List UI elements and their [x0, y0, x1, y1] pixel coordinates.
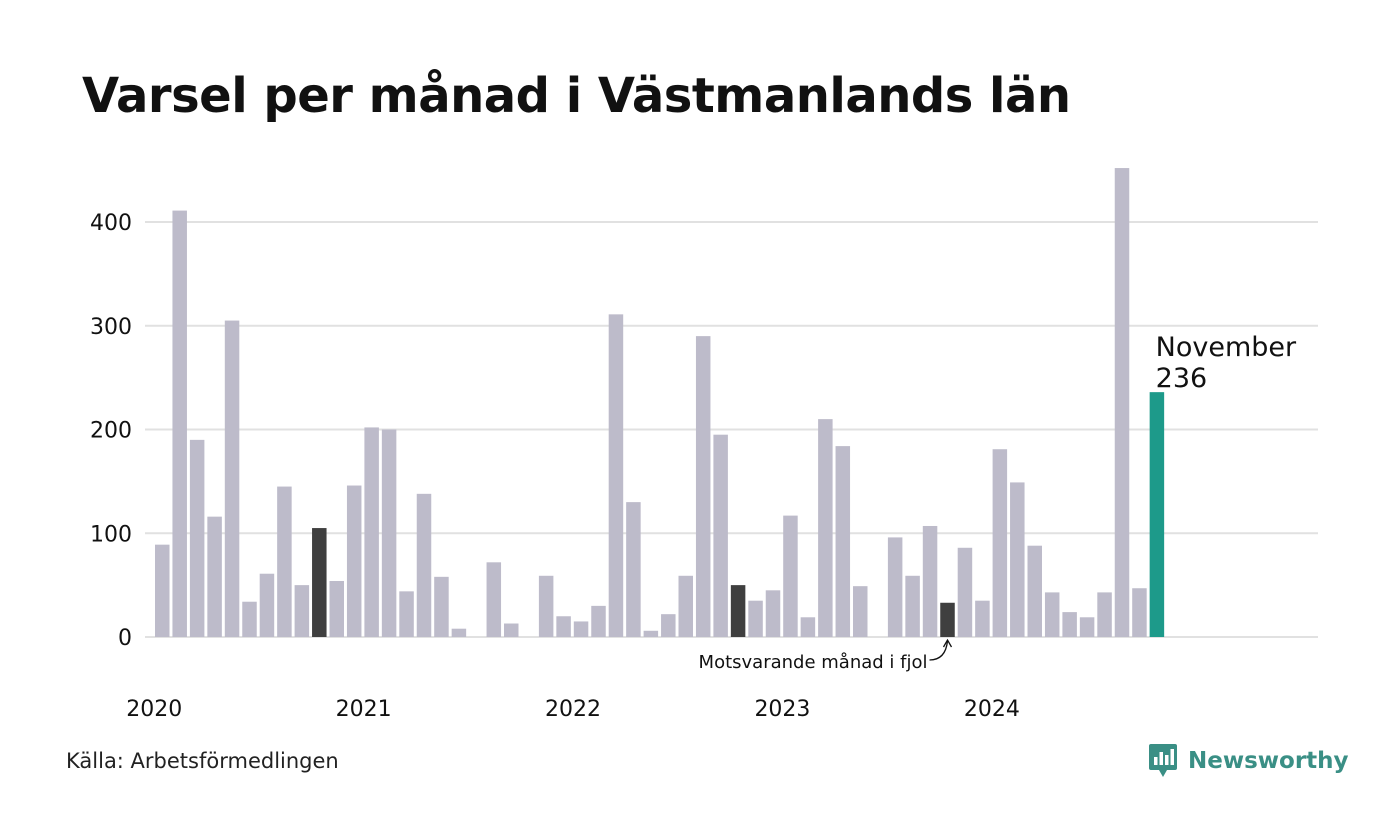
bars [155, 168, 1165, 638]
bar [486, 562, 502, 637]
chart-title: Varsel per månad i Västmanlands län [82, 68, 1071, 124]
bar [573, 621, 589, 637]
bar-previous-year [940, 602, 955, 637]
bar [887, 537, 903, 637]
x-tick-label: 2023 [754, 697, 810, 722]
bar [504, 623, 519, 637]
highlight-value-label: 236 [1156, 363, 1208, 394]
bar [1079, 617, 1095, 637]
bar [608, 314, 624, 637]
bar [155, 544, 170, 637]
annotation-arrow [929, 640, 949, 661]
y-tick-label: 100 [90, 522, 132, 547]
source-label: Källa: Arbetsförmedlingen [66, 749, 339, 773]
bar [853, 586, 868, 637]
bar-previous-year [730, 585, 746, 637]
bar [1132, 588, 1147, 637]
bar [695, 336, 711, 637]
bar [1097, 592, 1112, 637]
bar [259, 573, 275, 637]
bar [329, 580, 344, 637]
bar [765, 590, 781, 637]
bar [451, 628, 467, 637]
bar [538, 575, 554, 637]
bar [1062, 612, 1077, 637]
bar [591, 605, 606, 637]
x-tick-label: 2024 [964, 697, 1020, 722]
bar [783, 515, 798, 637]
bar [1044, 592, 1060, 637]
bar [1027, 545, 1042, 637]
bar [416, 493, 432, 637]
bar [975, 600, 990, 637]
x-tick-label: 2020 [126, 697, 182, 722]
bar [835, 446, 851, 637]
y-tick-label: 200 [90, 419, 132, 444]
y-tick-label: 0 [118, 626, 132, 651]
brand-logo: Newsworthy [1148, 742, 1349, 780]
bar-previous-year [312, 528, 327, 637]
bar [626, 502, 641, 637]
bar [748, 600, 763, 637]
y-axis-ticks: 0 100 200 300 400 [90, 211, 132, 651]
bar [678, 575, 693, 637]
brand-name: Newsworthy [1188, 748, 1349, 774]
bar [399, 591, 414, 637]
bar [381, 429, 397, 637]
bar [556, 616, 571, 637]
bar [346, 485, 362, 637]
bar [207, 516, 222, 637]
annotation-label: Motsvarande månad i fjol [699, 652, 928, 673]
bar [364, 427, 379, 637]
bar [905, 575, 920, 637]
bar [800, 617, 816, 637]
bar [242, 601, 257, 637]
x-axis-ticks: 2020 2021 2022 2023 2024 [126, 697, 1020, 722]
bar [172, 210, 187, 637]
bar [643, 630, 659, 637]
y-tick-label: 300 [90, 315, 132, 340]
bar-highlight [1149, 392, 1165, 637]
highlight-month-label: November [1156, 332, 1297, 363]
bar [434, 576, 449, 637]
bar [224, 320, 240, 637]
bar [922, 525, 938, 637]
bar [661, 614, 676, 637]
x-tick-label: 2022 [545, 697, 601, 722]
bar [277, 486, 292, 637]
x-tick-label: 2021 [336, 697, 392, 722]
bar [1010, 482, 1025, 637]
annotation-arrowhead [942, 638, 953, 648]
bar [992, 449, 1008, 637]
bar [294, 585, 310, 637]
bar [713, 434, 728, 637]
bar [1114, 168, 1130, 638]
y-tick-label: 400 [90, 211, 132, 236]
newsworthy-logo-icon [1149, 744, 1177, 777]
bar [189, 439, 205, 637]
bar [818, 419, 833, 637]
bar [957, 547, 973, 637]
